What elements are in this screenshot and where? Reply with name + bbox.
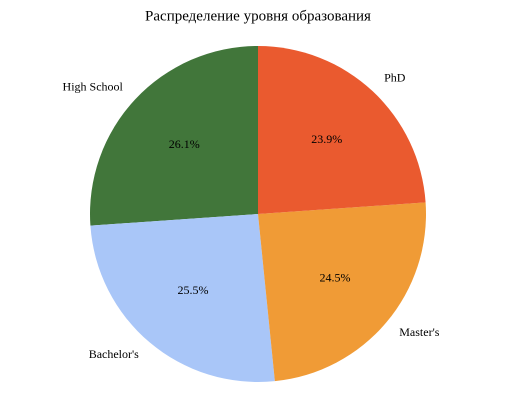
value-label: 25.5% [178,283,209,297]
value-label: 24.5% [320,271,351,285]
chart-title: Распределение уровня образования [145,8,371,24]
slice-label: Bachelor's [89,347,139,361]
value-label: 26.1% [169,137,200,151]
slice-label: Master's [399,325,439,339]
pie-slice [89,46,258,226]
value-label: 23.9% [311,132,342,146]
pie-slice [90,214,275,382]
pie-slice [258,46,426,214]
slice-label: PhD [384,71,406,85]
slice-label: High School [63,80,124,94]
pie-slice [258,202,426,382]
